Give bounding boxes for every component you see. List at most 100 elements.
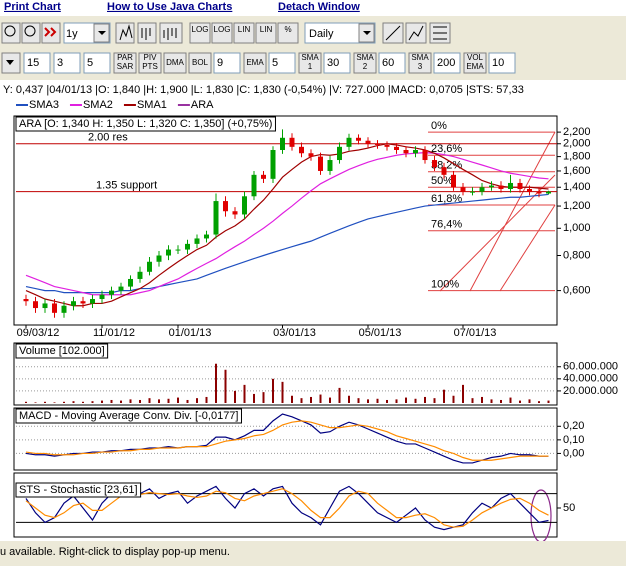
- volume-bar: [215, 363, 217, 403]
- candle-body: [289, 137, 295, 147]
- draw-tool[interactable]: [405, 22, 427, 44]
- candle-body: [346, 137, 352, 147]
- y-tick-label: 0,600: [563, 284, 591, 296]
- indicator-button[interactable]: [163, 52, 187, 74]
- indicator-input[interactable]: [213, 52, 241, 74]
- candle-body: [470, 191, 475, 193]
- indicator-input[interactable]: [268, 52, 296, 74]
- menu-link[interactable]: Print Chart: [4, 1, 61, 13]
- indicator-button[interactable]: [188, 52, 212, 74]
- indicator-button[interactable]: [298, 52, 322, 74]
- y-tick-label: 1,000: [563, 222, 591, 234]
- scale-button-label: LOG: [192, 25, 209, 34]
- scale-button-label: LIN: [238, 25, 251, 34]
- legend-label: ARA: [191, 99, 214, 111]
- candle-body: [213, 201, 219, 235]
- x-tick-label: 05/01/13: [359, 327, 402, 339]
- status-bar: [0, 541, 626, 566]
- candle-body: [413, 150, 418, 154]
- y-tick-label: 1,600: [563, 165, 591, 177]
- candle-body: [403, 150, 409, 154]
- indicator-button-label: BOL: [192, 58, 209, 67]
- indicator-button-label: SMA: [411, 53, 429, 62]
- volume-bar: [376, 398, 379, 403]
- candle-body: [327, 160, 333, 171]
- volume-bar: [243, 384, 246, 403]
- volume-bar: [348, 395, 350, 403]
- volume-bar: [53, 402, 56, 403]
- indicator-line: [25, 413, 549, 464]
- indicator-button[interactable]: [353, 52, 377, 74]
- indicator-button[interactable]: [243, 52, 267, 74]
- y-tick-label: 0,10: [563, 434, 584, 446]
- scale-button[interactable]: [277, 22, 299, 44]
- volume-bar: [224, 369, 227, 403]
- legend-label: SMA2: [83, 99, 113, 111]
- y-tick-label: 1,200: [563, 200, 591, 212]
- menu-link[interactable]: Detach Window: [278, 1, 360, 13]
- volume-bar: [405, 397, 407, 403]
- candle-body: [147, 261, 152, 272]
- indicator-input[interactable]: [23, 52, 51, 74]
- panel-title-box: [15, 482, 142, 498]
- scale-button[interactable]: [233, 22, 255, 44]
- volume-bar: [424, 396, 426, 403]
- indicator-button[interactable]: [113, 52, 137, 74]
- volume-bar: [386, 399, 388, 403]
- candle-body: [71, 301, 76, 306]
- scale-button[interactable]: [189, 22, 211, 44]
- indicator-button-label: SAR: [117, 62, 134, 71]
- panel-title: STS - Stochastic [23,61]: [19, 484, 138, 496]
- chart-type[interactable]: [159, 22, 183, 44]
- volume-bar: [471, 398, 474, 403]
- candle-body: [384, 144, 390, 147]
- candle-body: [90, 299, 95, 304]
- volume-bar: [82, 401, 84, 403]
- toolbar-row1: [1, 22, 451, 44]
- menu-link[interactable]: How to Use Java Charts: [107, 1, 232, 13]
- scale-button[interactable]: [255, 22, 277, 44]
- volume-bar: [234, 390, 236, 403]
- indicator-button[interactable]: [138, 52, 162, 74]
- volume-bar: [272, 378, 274, 403]
- y-tick-label: 2,200: [563, 126, 591, 138]
- candle-body: [109, 290, 114, 295]
- candle-body: [508, 182, 513, 190]
- volume-bar: [500, 399, 502, 403]
- panel-title: Volume [102.000]: [19, 345, 105, 357]
- indicator-input[interactable]: [488, 52, 516, 74]
- indicator-input[interactable]: [53, 52, 81, 74]
- chart-type[interactable]: [137, 22, 157, 44]
- volume-bar: [319, 394, 322, 403]
- indicator-input[interactable]: [433, 52, 461, 74]
- panel-title-box: [15, 343, 109, 359]
- volume-bar: [528, 399, 531, 403]
- indicator-button-label: DMA: [166, 58, 184, 67]
- candle-body: [242, 196, 247, 215]
- y-tick-label: 50: [563, 502, 575, 514]
- candle-body: [42, 303, 48, 309]
- indicator-button-label: 1: [308, 62, 313, 71]
- indicator-button[interactable]: [408, 52, 432, 74]
- forward[interactable]: [41, 22, 61, 44]
- candle-body: [318, 156, 323, 171]
- scale-button-label: %: [284, 25, 291, 34]
- indicator-input[interactable]: [83, 52, 111, 74]
- volume-bar: [34, 402, 37, 403]
- indicator-input[interactable]: [323, 52, 351, 74]
- panel-title-box: [15, 116, 276, 132]
- volume-bar: [481, 396, 483, 403]
- candle-body: [270, 150, 276, 179]
- indicator-button-label: SMA: [301, 53, 319, 62]
- indicator-input-value: 15: [27, 57, 39, 69]
- candle-body: [61, 305, 67, 313]
- indicator-input[interactable]: [378, 52, 406, 74]
- interval-select[interactable]: [304, 22, 376, 44]
- volume-bar: [452, 395, 455, 403]
- scale-button[interactable]: [211, 22, 233, 44]
- indicator-button[interactable]: [463, 52, 487, 74]
- volume-bar: [253, 393, 255, 403]
- volume-bar: [63, 401, 65, 403]
- fib-label: 61,8%: [431, 193, 462, 205]
